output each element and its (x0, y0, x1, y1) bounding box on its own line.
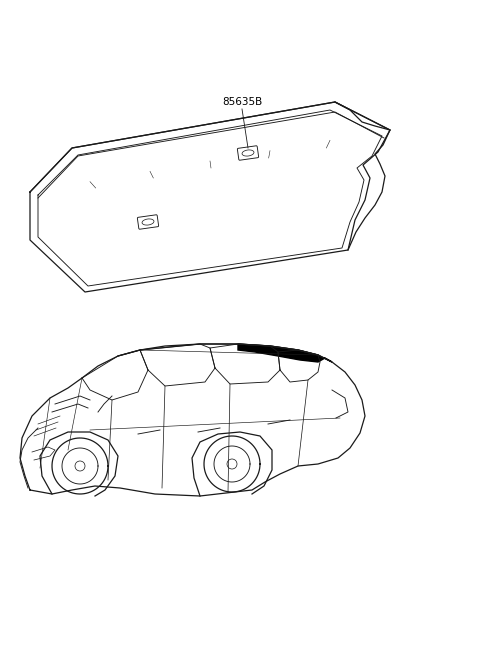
Text: 85635B: 85635B (222, 97, 262, 107)
Polygon shape (238, 344, 332, 362)
